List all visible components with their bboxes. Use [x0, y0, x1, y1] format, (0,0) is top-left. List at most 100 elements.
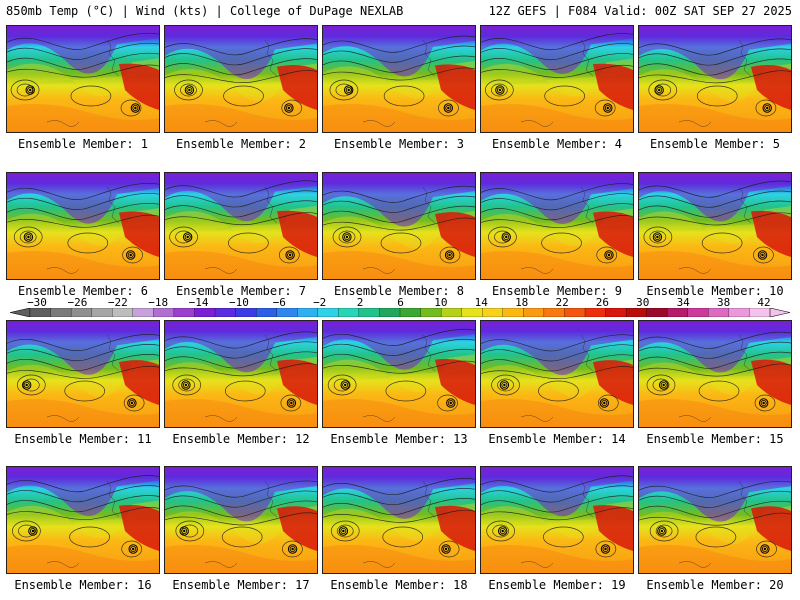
- ensemble-member-panel-16: Ensemble Member: 16: [6, 466, 160, 593]
- colorbar-right-arrow: [769, 308, 790, 317]
- storm-center-icon: [183, 232, 193, 242]
- colorbar-tick-label: 30: [636, 296, 650, 309]
- storm-center-icon: [285, 250, 295, 260]
- ensemble-member-label: Ensemble Member: 16: [14, 578, 152, 592]
- ensemble-member-label: Ensemble Member: 10: [646, 284, 784, 298]
- member-map-17: [164, 466, 318, 574]
- ensemble-member-panel-3: Ensemble Member: 3: [322, 25, 476, 152]
- colorbar-swatch: [297, 308, 319, 317]
- ensemble-member-label: Ensemble Member: 13: [330, 432, 468, 446]
- colorbar-swatch: [276, 308, 298, 317]
- storm-center-icon: [444, 250, 455, 260]
- member-map-4: [480, 25, 634, 133]
- storm-center-icon: [657, 526, 667, 536]
- colorbar-swatch: [728, 308, 751, 317]
- ensemble-member-label: Ensemble Member: 12: [172, 432, 310, 446]
- member-map-18: [322, 466, 476, 574]
- colorbar-tick-labels: −30 −26 −22 −18 −14 −10 −6 −2 2 6 10 14 18 22 26 30 34 38…: [0, 296, 800, 309]
- colorbar-tick-label: −30: [27, 296, 47, 309]
- storm-center-icon: [495, 85, 505, 95]
- ensemble-member-panel-4: Ensemble Member: 4: [480, 25, 634, 152]
- storm-center-icon: [342, 232, 352, 242]
- member-map-12: [164, 320, 318, 428]
- storm-center-icon: [654, 85, 664, 95]
- colorbar-swatch: [584, 308, 607, 317]
- ensemble-member-panel-18: Ensemble Member: 18: [322, 466, 476, 593]
- member-map-19: [480, 466, 634, 574]
- ensemble-member-label: Ensemble Member: 11: [14, 432, 152, 446]
- member-map-5: [638, 25, 792, 133]
- storm-center-icon: [22, 380, 32, 390]
- colorbar-swatch: [708, 308, 730, 317]
- colorbar-swatch: [338, 308, 360, 317]
- colorbar-tick-label: 18: [515, 296, 529, 309]
- storm-center-icon: [340, 380, 350, 390]
- ensemble-member-panel-13: Ensemble Member: 13: [322, 320, 476, 447]
- member-map-9: [480, 172, 634, 280]
- ensemble-member-panel-8: Ensemble Member: 8: [322, 172, 476, 299]
- storm-center-icon: [659, 380, 669, 390]
- ensemble-member-label: Ensemble Member: 19: [488, 578, 626, 592]
- colorbar-tick-label: −22: [107, 296, 128, 309]
- colorbar-swatch: [625, 308, 648, 317]
- ensemble-member-label: Ensemble Member: 18: [330, 578, 468, 592]
- run-valid-time: 12Z GEFS | F084 Valid: 00Z SAT SEP 27 20…: [488, 4, 792, 18]
- colorbar-swatch: [523, 308, 545, 317]
- storm-center-icon: [499, 380, 510, 390]
- ensemble-member-panel-12: Ensemble Member: 12: [164, 320, 318, 447]
- colorbar-tick-label: −10: [228, 296, 249, 309]
- storm-center-icon: [287, 544, 298, 554]
- colorbar-swatch: [646, 308, 668, 317]
- colorbar-tick-label: 42: [757, 296, 771, 309]
- ensemble-member-label: Ensemble Member: 5: [649, 137, 781, 151]
- colorbar-tick-label: −2: [313, 296, 327, 309]
- ensemble-member-panel-1: Ensemble Member: 1: [6, 25, 160, 152]
- ensemble-member-label: Ensemble Member: 15: [646, 432, 784, 446]
- temperature-colorbar: −30 −26 −22 −18 −14 −10 −6 −2 2 6 10 14 18 22 26 30 34 38…: [0, 296, 800, 320]
- storm-center-icon: [757, 250, 768, 260]
- ensemble-member-label: Ensemble Member: 3: [333, 137, 465, 151]
- ensemble-member-label: Ensemble Member: 20: [646, 578, 784, 592]
- colorbar-swatch: [440, 308, 463, 317]
- colorbar-swatch: [543, 308, 566, 317]
- ensemble-member-label: Ensemble Member: 4: [491, 137, 623, 151]
- storm-center-icon: [25, 85, 35, 95]
- colorbar-tick-label: 10: [434, 296, 448, 309]
- member-map-6: [6, 172, 160, 280]
- member-map-20: [638, 466, 792, 574]
- colorbar-swatch: [29, 308, 52, 317]
- colorbar-swatch: [667, 308, 689, 317]
- storm-center-icon: [446, 398, 456, 408]
- member-map-15: [638, 320, 792, 428]
- storm-center-icon: [130, 103, 141, 113]
- colorbar-swatch: [255, 308, 278, 317]
- ensemble-member-panel-10: Ensemble Member: 10: [638, 172, 792, 299]
- colorbar-swatch: [358, 308, 381, 317]
- ensemble-member-label: Ensemble Member: 17: [172, 578, 310, 592]
- ensemble-member-panel-11: Ensemble Member: 11: [6, 320, 160, 447]
- ensemble-member-panel-19: Ensemble Member: 19: [480, 466, 634, 593]
- storm-center-icon: [284, 103, 294, 113]
- ensemble-member-panel-20: Ensemble Member: 20: [638, 466, 792, 593]
- ensemble-member-label: Ensemble Member: 9: [491, 284, 623, 298]
- ensemble-member-panel-7: Ensemble Member: 7: [164, 172, 318, 299]
- colorbar-swatch: [482, 308, 504, 317]
- member-map-7: [164, 172, 318, 280]
- colorbar-swatch: [749, 308, 771, 317]
- colorbar-tick-label: 22: [555, 296, 569, 309]
- ensemble-member-label: Ensemble Member: 1: [17, 137, 149, 151]
- storm-center-icon: [762, 103, 772, 113]
- storm-center-icon: [28, 526, 38, 536]
- ensemble-member-panel-6: Ensemble Member: 6: [6, 172, 160, 299]
- storm-center-icon: [179, 526, 189, 536]
- colorbar-scale: [10, 308, 790, 317]
- colorbar-tick-label: −6: [272, 296, 286, 309]
- colorbar-swatch: [194, 308, 216, 317]
- member-map-14: [480, 320, 634, 428]
- colorbar-tick-label: −26: [67, 296, 88, 309]
- storm-center-icon: [498, 526, 508, 536]
- member-map-1: [6, 25, 160, 133]
- member-map-3: [322, 25, 476, 133]
- colorbar-swatch: [605, 308, 627, 317]
- ensemble-member-label: Ensemble Member: 6: [17, 284, 149, 298]
